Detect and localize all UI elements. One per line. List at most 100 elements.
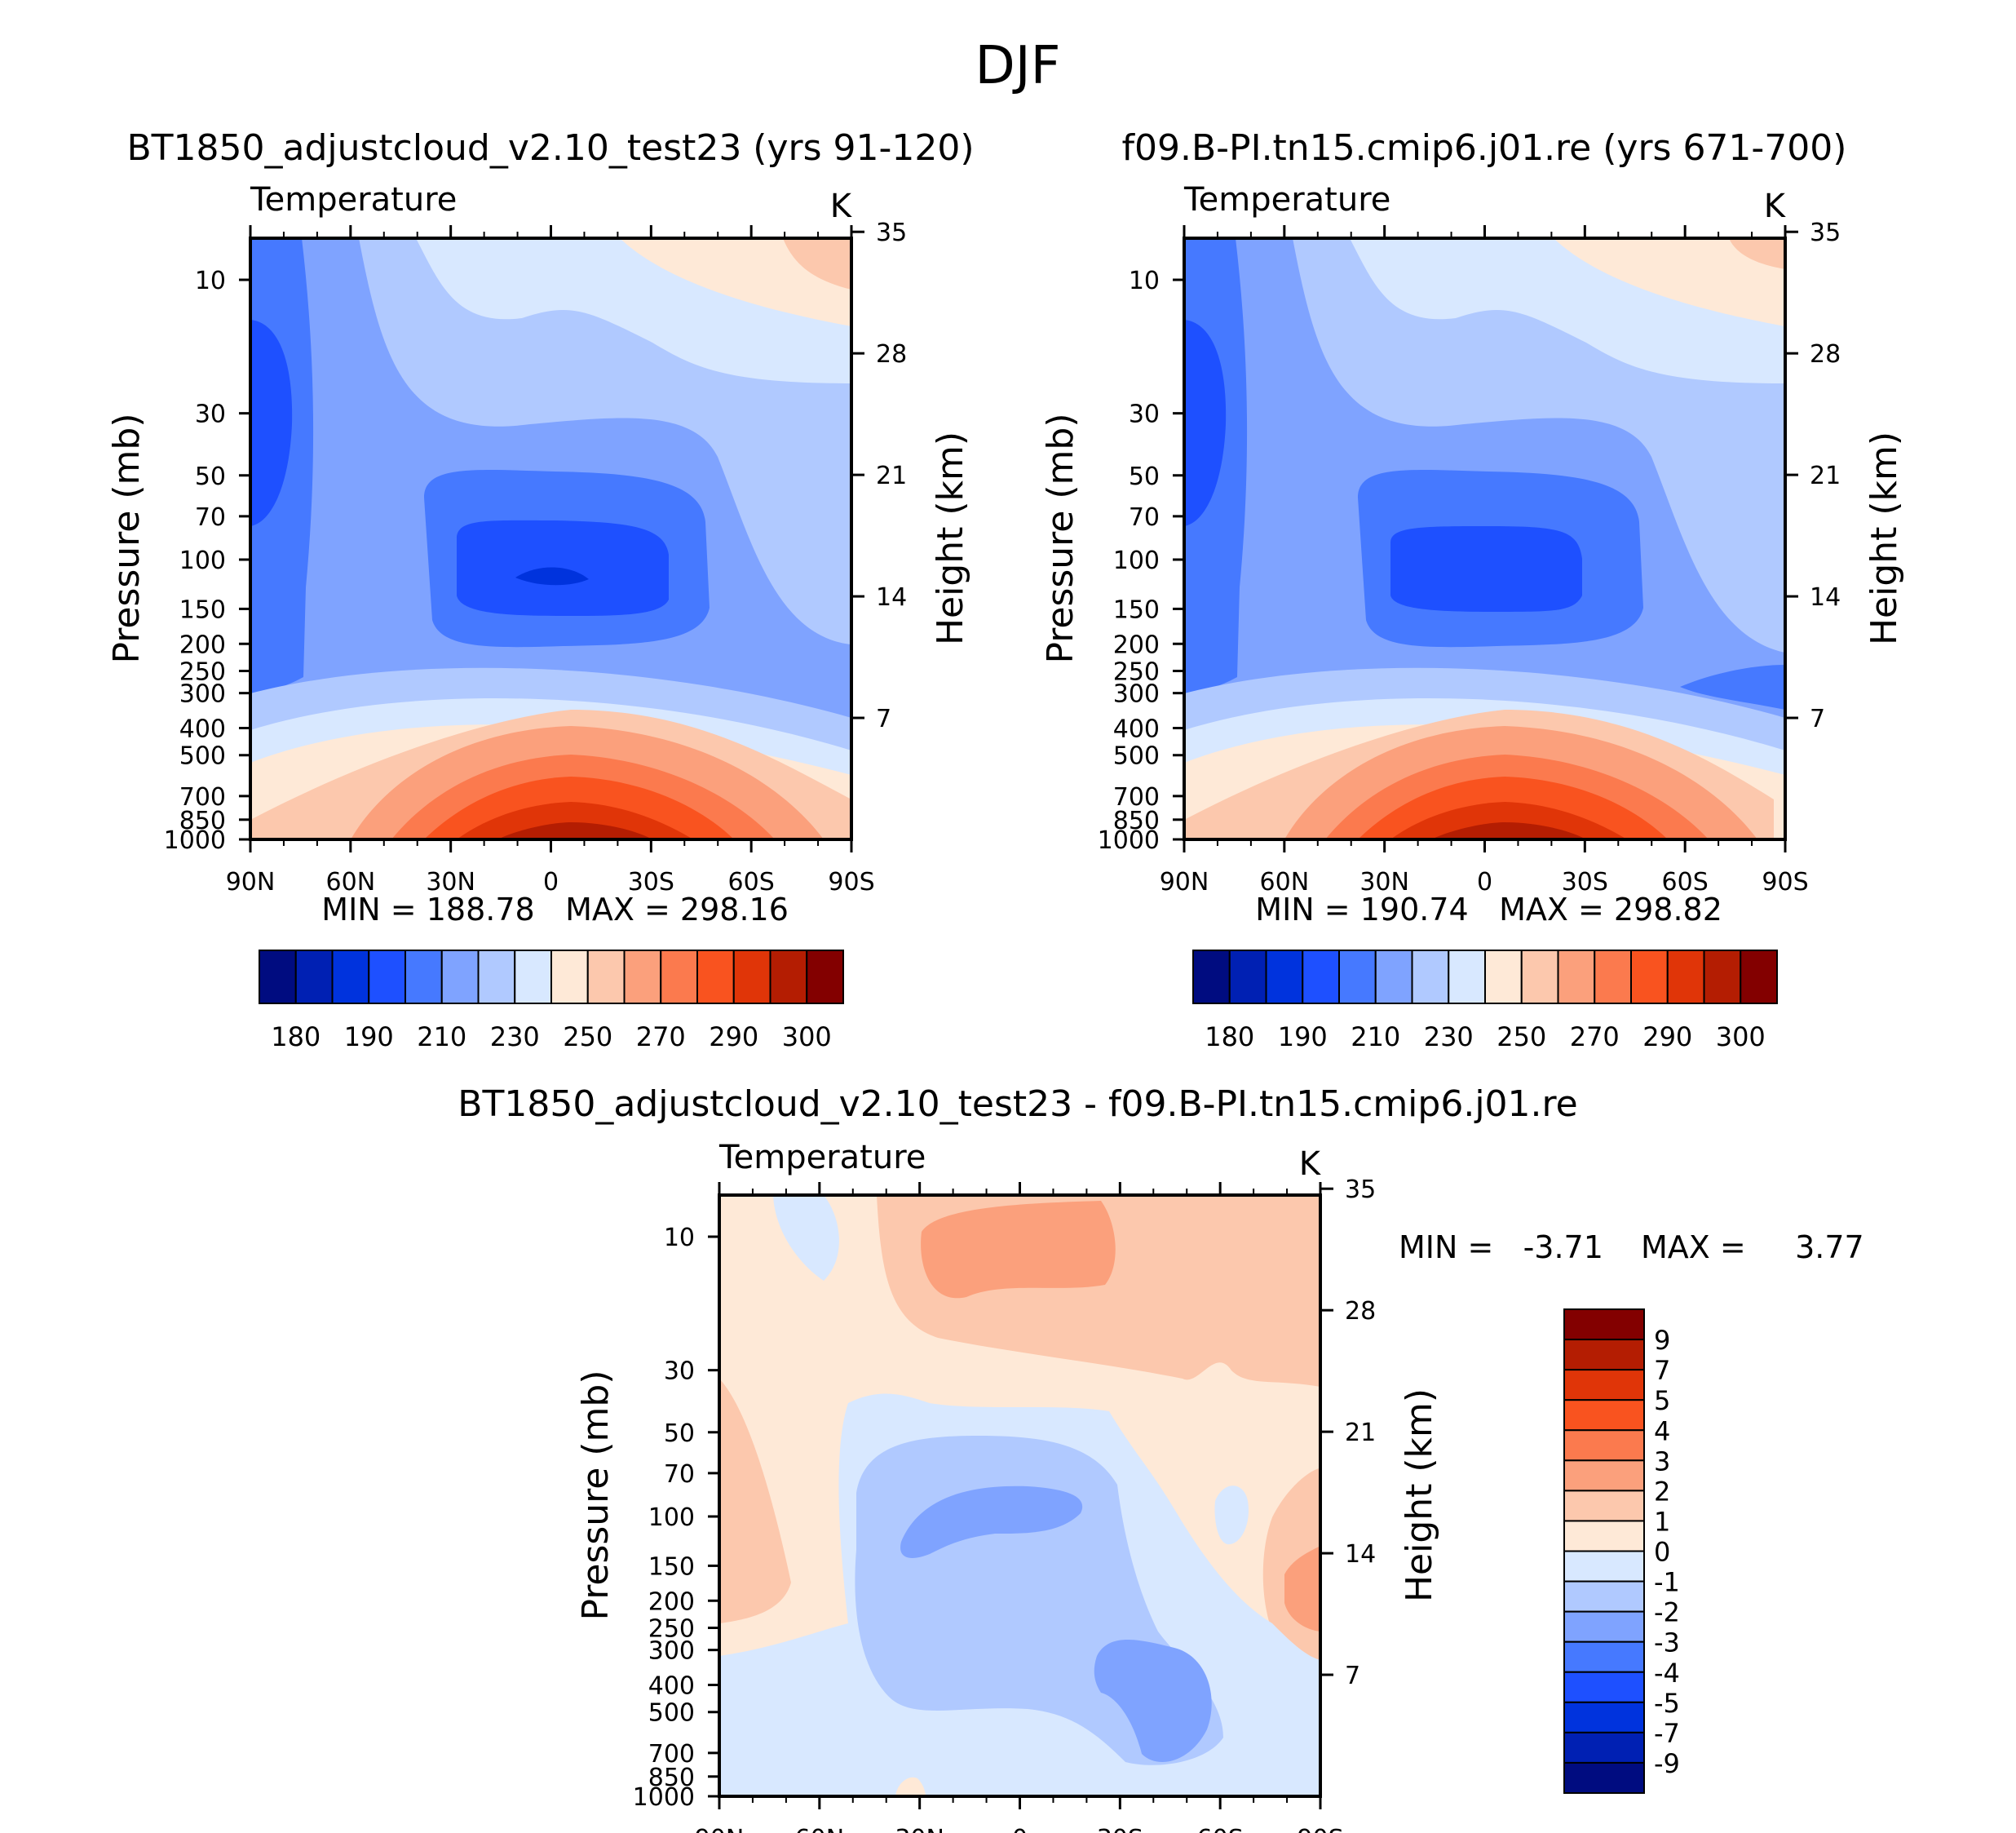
axes-control: 90N 60N 30N 0 30S 60S 90S103050701001502002503… (1098, 219, 1841, 897)
colorbar-swatch (1563, 1671, 1645, 1703)
y-tick-label: 1000 (633, 1783, 695, 1812)
colorbar-swatch (1411, 950, 1450, 1004)
y-tick-label: 250 (648, 1614, 695, 1643)
colorbar-swatch (623, 950, 662, 1004)
y-tick-label: 700 (1113, 783, 1160, 812)
y-right-tick-label: 14 (876, 583, 907, 612)
y-right-tick-label: 35 (876, 219, 907, 247)
y-right-tick-label: 21 (1810, 462, 1841, 490)
y-tick-label: 100 (648, 1503, 695, 1532)
colorbar-label: 270 (1570, 1021, 1620, 1052)
colorbar-swatch (1374, 950, 1413, 1004)
colorbar-control: 180 190 210 230 250 270 290 300 (1192, 950, 1778, 1052)
y-tick-label: 500 (1113, 742, 1160, 771)
y-tick-label: 10 (1129, 267, 1160, 295)
band-195-pole (250, 320, 293, 526)
y-tick-label: 300 (648, 1637, 695, 1666)
y-tick-label: 400 (179, 715, 226, 744)
colorbar-label: 210 (417, 1021, 466, 1052)
colorbar-swatch (1563, 1429, 1645, 1462)
y-tick-label: 30 (664, 1357, 695, 1386)
colorbar-swatch (514, 950, 552, 1004)
colorbar-label: 180 (1205, 1021, 1254, 1052)
variable-label: Temperature (718, 1139, 926, 1176)
variable-label: Temperature (250, 181, 457, 219)
colorbar-swatch (294, 950, 334, 1004)
y-tick-label: 50 (1129, 463, 1160, 491)
y-tick-label: 1000 (164, 826, 226, 855)
colorbar-swatch (1563, 1640, 1645, 1673)
y-tick-label: 70 (195, 503, 226, 532)
x-tick-label: 90S (1762, 868, 1808, 897)
max-label: MAX = 298.82 (1499, 892, 1722, 928)
y-right-tick-label: 28 (1345, 1297, 1376, 1326)
y-tick-label: 500 (648, 1699, 695, 1728)
y-tick-label: 1000 (1098, 826, 1160, 855)
y-right-tick-label: 28 (1810, 340, 1841, 369)
x-tick-label: 30N (426, 868, 475, 897)
colorbar-label: -9 (1654, 1748, 1680, 1779)
axes-case: 90N 60N 30N 0 30S 60S 90S103050701001502002503… (164, 219, 908, 897)
x-tick-label: 60N (326, 868, 376, 897)
y-tick-label: 700 (648, 1740, 695, 1769)
colorbar-swatch (1302, 950, 1340, 1004)
x-tick-label: 90N (1160, 868, 1209, 897)
y-right-tick-label: 21 (1345, 1419, 1376, 1447)
colorbar-swatch (1563, 1399, 1645, 1432)
max-label: MAX = 3.77 (1641, 1229, 1864, 1265)
colorbar-swatch (1484, 950, 1523, 1004)
x-tick-label: 90S (1297, 1825, 1343, 1833)
min-label: MIN = -3.71 (1399, 1229, 1603, 1265)
colorbar-swatch (806, 950, 844, 1004)
colorbar-label: -5 (1654, 1688, 1680, 1719)
colorbar-swatch (769, 950, 808, 1004)
colorbar-swatch (1594, 950, 1632, 1004)
y-axis-right-label: Height (km) (1863, 432, 1905, 645)
y-tick-label: 50 (664, 1419, 695, 1448)
colorbar-swatch (477, 950, 516, 1004)
colorbar-swatch (1563, 1580, 1645, 1613)
units-label: K (1299, 1145, 1322, 1183)
contour-field (1184, 238, 1785, 839)
max-label: MAX = 298.16 (565, 892, 789, 928)
x-tick-label: 60S (1662, 868, 1709, 897)
colorbar-swatch (1563, 1731, 1645, 1764)
panel-control: f09.B-PI.tn15.cmip6.j01.re (yrs 671-700)… (1040, 127, 1905, 1052)
colorbar-swatch (1563, 1520, 1645, 1552)
colorbar-swatch (732, 950, 771, 1004)
colorbar-label: 300 (1716, 1021, 1766, 1052)
min-label: MIN = 190.74 (1255, 892, 1468, 928)
y-tick-label: 50 (195, 463, 226, 491)
y-axis-label: Pressure (mb) (1040, 414, 1081, 664)
colorbar-label: 2 (1654, 1476, 1670, 1507)
colorbar-label: 9 (1654, 1325, 1670, 1356)
y-tick-label: 150 (648, 1552, 695, 1581)
colorbar-label: 3 (1654, 1446, 1670, 1477)
x-tick-label: 30S (1097, 1825, 1143, 1833)
colorbar-swatch (586, 950, 626, 1004)
x-tick-label: 0 (1477, 868, 1492, 897)
y-tick-label: 30 (1129, 401, 1160, 429)
y-right-tick-label: 14 (1345, 1540, 1376, 1569)
band-p2-east (1284, 1546, 1320, 1632)
y-tick-label: 30 (195, 401, 226, 429)
colorbar-swatch (1557, 950, 1596, 1004)
colorbar-swatch (331, 950, 370, 1004)
colorbar-swatch (550, 950, 589, 1004)
colorbar-label: 270 (636, 1021, 686, 1052)
x-tick-label: 30N (1359, 868, 1409, 897)
band-m0-island (1214, 1485, 1249, 1545)
colorbar-label: 180 (271, 1021, 321, 1052)
y-tick-label: 200 (179, 631, 226, 659)
y-tick-label: 300 (1113, 680, 1160, 709)
colorbar-label: 1 (1654, 1506, 1670, 1537)
page-title: DJF (975, 36, 1061, 96)
y-tick-label: 10 (195, 267, 226, 295)
y-axis-right-label: Height (km) (930, 432, 971, 645)
band-255-top (783, 238, 851, 290)
y-tick-label: 100 (179, 547, 226, 575)
panel-case: BT1850_adjustcloud_v2.10_test23 (yrs 91-… (106, 127, 975, 1052)
colorbar-swatch (368, 950, 406, 1004)
y-tick-label: 250 (179, 657, 226, 686)
y-right-tick-label: 7 (1810, 705, 1825, 733)
